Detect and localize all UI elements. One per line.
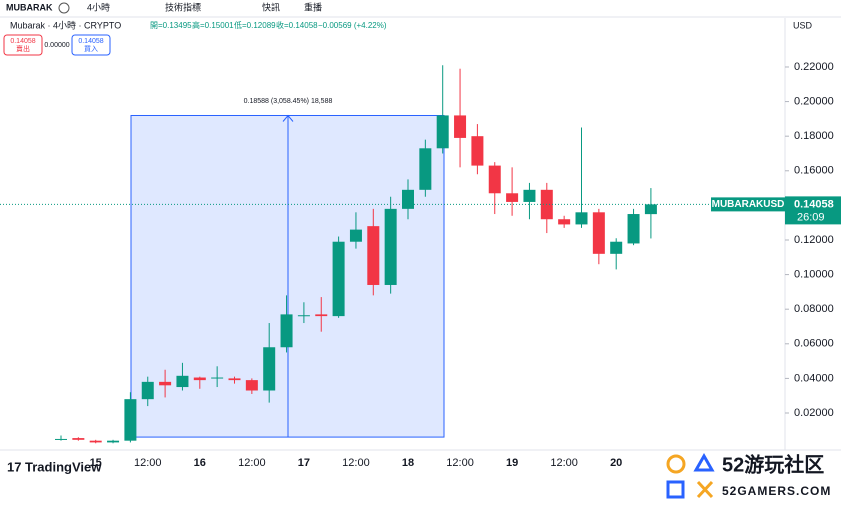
buy-price[interactable]: 0.14058	[78, 38, 103, 45]
spread: 0.00000	[44, 42, 69, 49]
x-tick-label: 16	[194, 457, 206, 469]
candle-body	[523, 189, 536, 202]
candle-body	[367, 226, 380, 285]
candle-body	[488, 165, 501, 194]
candle-body	[107, 440, 120, 443]
candle-body	[627, 214, 640, 244]
x-tick-label: 19	[506, 457, 518, 469]
legend-title: Mubarak · 4小時 · CRYPTO	[10, 20, 121, 30]
last-price-name-bg	[711, 197, 785, 212]
indicators[interactable]: 技術指標	[165, 1, 201, 12]
measure-label: 0.18588 (3,058.45%) 18,588	[244, 98, 333, 105]
candle-body	[419, 148, 432, 190]
candle-body	[558, 219, 571, 225]
ohlc: 開=0.13495 高=0.15001 低=0.12089 收=0.14058 −0.0…	[150, 20, 387, 30]
branding-logo: 17	[7, 459, 21, 474]
candle-body	[211, 377, 224, 379]
buy-label[interactable]: 買入	[84, 45, 98, 53]
y-tick-label: 0.20000	[794, 95, 834, 107]
last-price-bg	[785, 196, 841, 225]
interval[interactable]: 4小時	[87, 2, 110, 12]
buy-button[interactable]	[71, 34, 111, 56]
last-price-value: 0.14058	[794, 198, 834, 210]
candle-body	[263, 347, 276, 391]
candle-body	[610, 241, 623, 254]
candle-body	[454, 115, 467, 138]
ohlc-value: 低=0.12089	[234, 20, 276, 30]
sell-button[interactable]	[3, 34, 43, 56]
candle-body	[402, 189, 414, 209]
candle-body	[297, 315, 310, 317]
x-tick-label: 18	[402, 457, 414, 469]
candle-body	[55, 438, 67, 440]
y-tick-label: 0.06000	[794, 338, 834, 350]
candle-body	[228, 378, 241, 381]
candle-body	[141, 381, 154, 400]
sell-price[interactable]: 0.14058	[10, 38, 35, 45]
replay[interactable]: 重播	[304, 1, 322, 12]
x-tick-label: 15	[90, 457, 102, 469]
x-tick-label: 17	[298, 457, 310, 469]
candle-body	[506, 193, 519, 202]
candle-body	[72, 438, 85, 440]
candle-body	[349, 229, 362, 242]
candle-body	[575, 212, 588, 225]
last-price-name: MUBARAKUSD	[712, 199, 785, 210]
sell-label[interactable]: 賣出	[16, 44, 30, 53]
candle-body	[193, 377, 206, 381]
candle-body	[176, 375, 189, 388]
candle-body	[384, 208, 397, 285]
symbol[interactable]: MUBARAK	[6, 2, 53, 12]
y-tick-label: 0.16000	[794, 165, 834, 177]
candle-body	[159, 381, 172, 386]
watermark-title: 52游玩社区	[722, 452, 824, 476]
currency[interactable]: USD	[793, 20, 813, 30]
ohlc-value: 高=0.15001	[192, 20, 234, 30]
ohlc-value: 開=0.13495	[150, 21, 192, 30]
candle-body	[471, 136, 484, 166]
y-tick-label: 0.02000	[794, 407, 834, 419]
candle-body	[315, 314, 328, 317]
y-tick-label: 0.10000	[794, 268, 834, 280]
x-tick-label: 12:00	[134, 457, 162, 469]
measure-arrowhead	[282, 114, 294, 122]
y-tick-label: 0.04000	[794, 372, 834, 384]
candle-body	[332, 241, 345, 317]
y-tick-label: 0.08000	[794, 303, 834, 315]
candle-body	[124, 399, 137, 441]
candle-body	[280, 314, 293, 348]
y-tick-label: 0.18000	[794, 130, 834, 142]
alerts[interactable]: 快訊	[262, 1, 280, 12]
add-icon[interactable]	[58, 2, 70, 14]
x-tick-label: 12:00	[446, 457, 474, 469]
x-tick-label: 12:00	[238, 457, 266, 469]
x-tick-label: 12:00	[550, 457, 578, 469]
x-tick-label: 12:00	[342, 457, 370, 469]
countdown: 26:09	[797, 211, 825, 223]
plot: 0.02000 0.04000 0.06000 0.08000 0.10000 0.120…	[0, 18, 841, 469]
candle-body	[89, 440, 102, 443]
x-tick-label: 20	[610, 457, 622, 469]
candle-body	[436, 115, 449, 149]
candle-body	[592, 212, 605, 254]
ohlc-value: 收=0.14058	[276, 20, 318, 30]
y-tick-label: 0.12000	[794, 234, 834, 246]
watermark-url: 52GAMERS.COM	[722, 484, 831, 498]
y-tick-label: 0.22000	[794, 61, 834, 73]
watermark-logo	[666, 452, 715, 499]
change: −0.00569 (+4.22%)	[318, 21, 387, 30]
branding: TradingView	[25, 459, 102, 474]
candle-body	[644, 204, 657, 215]
candle-body	[245, 380, 258, 391]
